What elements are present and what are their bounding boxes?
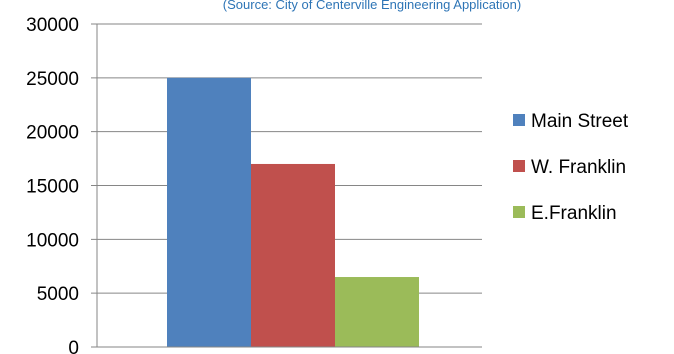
legend-label: W. Franklin [531,157,626,178]
y-tick-label: 25000 [26,69,79,90]
chart-subtitle: (Source: City of Centerville Engineering… [223,0,521,12]
y-tick-label: 15000 [26,177,79,198]
bar-w-franklin [251,163,335,347]
y-axis-tick-labels: 0 5000 10000 15000 20000 25000 30000 [26,15,79,354]
legend-label: Main Street [531,111,629,132]
y-tick-label: 30000 [26,15,79,36]
y-tick-label: 0 [68,338,79,354]
bars [167,77,419,347]
bar-main-street [167,77,251,347]
bar-e-franklin [335,277,419,347]
legend-label: E.Franklin [531,203,617,224]
y-tick-label: 20000 [26,123,79,144]
legend: Main Street W. Franklin E.Franklin [513,111,629,224]
y-tick-label: 5000 [37,284,79,305]
legend-swatch [513,114,525,126]
legend-swatch [513,160,525,172]
legend-swatch [513,206,525,218]
y-tick-label: 10000 [26,230,79,251]
